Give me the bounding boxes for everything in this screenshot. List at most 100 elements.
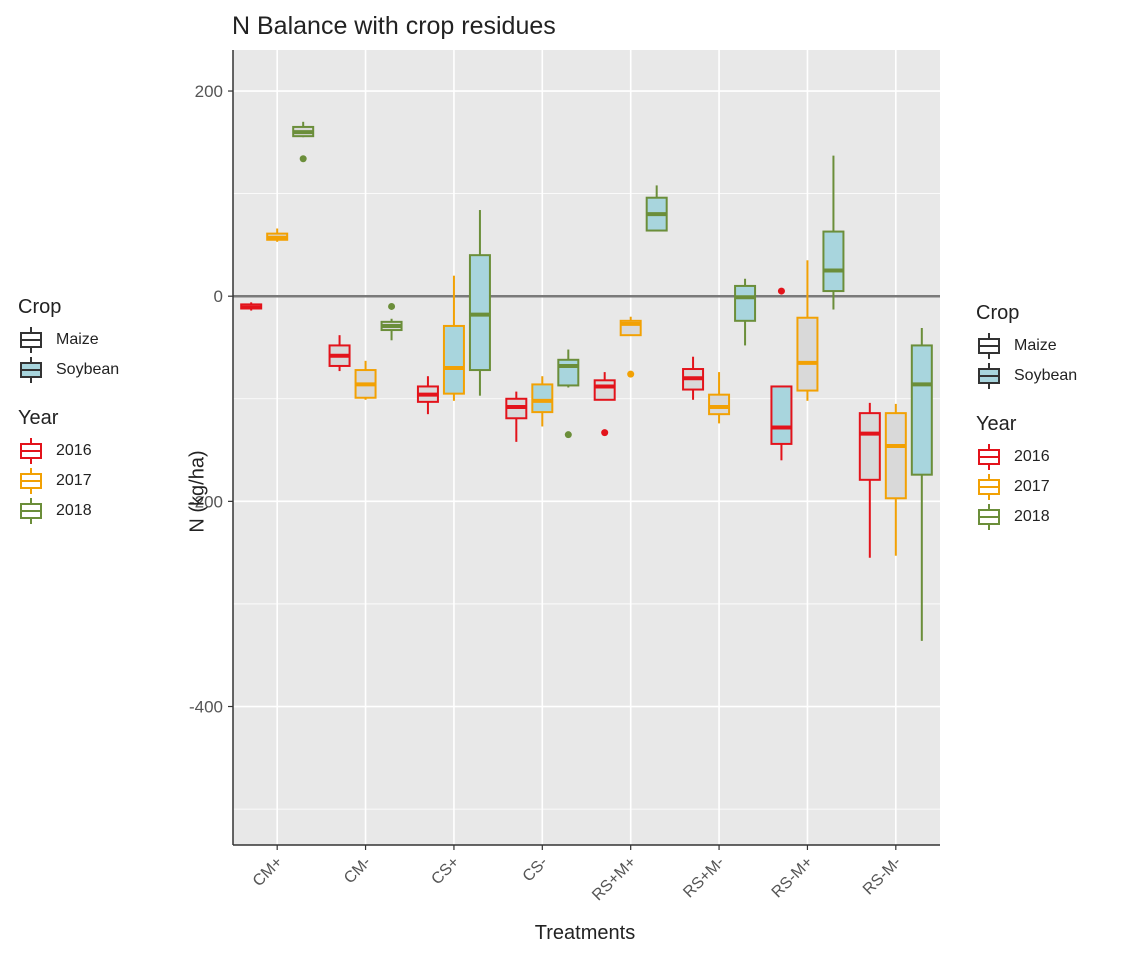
- box-iqr: [770, 385, 793, 445]
- box-RS-M--2016: [858, 402, 881, 558]
- legend-item-2017: 2017: [18, 466, 119, 496]
- legend-key-maize: [20, 327, 42, 353]
- legend-crop-title: Crop: [18, 296, 62, 318]
- box-CM--2018: [380, 302, 403, 341]
- box-iqr: [708, 393, 731, 416]
- x-tick-label: RS-M+: [769, 854, 817, 902]
- x-tick-label: CS-: [520, 854, 552, 886]
- box-CS+-2016: [416, 376, 439, 415]
- box-iqr: [442, 324, 465, 395]
- legend-item-soybean: Soybean: [18, 355, 119, 385]
- box-RS-M--2018: [910, 327, 933, 641]
- legend-label-soybean: Soybean: [1014, 367, 1078, 384]
- box-iqr: [468, 254, 491, 372]
- legend-right: Crop Maize Soybean Year 2016 2017 2018: [976, 302, 1077, 532]
- x-tick-label: RS+M+: [589, 854, 639, 904]
- y-tick-label: -400: [189, 698, 223, 717]
- x-axis-title: Treatments: [534, 922, 636, 944]
- box-CS+-2017: [442, 275, 465, 401]
- boxes: [240, 121, 933, 641]
- box-CM+-2018: [292, 121, 315, 163]
- box-iqr: [531, 383, 554, 414]
- x-tick-label: CS+: [428, 854, 462, 888]
- box-CM+-2017: [266, 228, 289, 242]
- legend-year-title: Year: [976, 413, 1017, 435]
- legend-label-2017: 2017: [56, 472, 92, 489]
- x-tick-label: RS-M-: [860, 854, 905, 899]
- legend-item-2018: 2018: [18, 496, 119, 526]
- box-RS+M+-2017: [619, 316, 642, 378]
- y-ticks: 200 0 -200 -400: [189, 82, 233, 717]
- outlier-point: [388, 302, 396, 310]
- legend-year-title: Year: [18, 407, 59, 429]
- legend-label-2016: 2016: [1014, 448, 1050, 465]
- x-tick-label: RS+M-: [680, 854, 728, 902]
- box-RS-M+-2016: [770, 287, 793, 461]
- box-iqr: [593, 379, 616, 401]
- legend-crop-title: Crop: [976, 302, 1020, 324]
- box-CM--2017: [354, 360, 377, 400]
- legend-key-2017: [978, 474, 1000, 500]
- box-CS--2017: [531, 376, 554, 427]
- legend-key-2018: [978, 504, 1000, 530]
- box-RS-M+-2018: [822, 155, 845, 310]
- box-RS-M--2017: [884, 403, 907, 556]
- legend-key-2016: [20, 438, 42, 464]
- legend-key-2016: [978, 444, 1000, 470]
- x-tick-label: CM-: [341, 854, 374, 887]
- box-iqr: [822, 230, 845, 293]
- box-iqr: [884, 412, 907, 500]
- box-iqr: [796, 316, 819, 392]
- legend-item-2017: 2017: [976, 472, 1077, 502]
- legend-item-maize: Maize: [976, 331, 1077, 361]
- legend-item-2018: 2018: [976, 502, 1077, 532]
- legend-item-2016: 2016: [18, 436, 119, 466]
- grid: [233, 50, 940, 845]
- box-RS+M--2017: [708, 372, 731, 424]
- box-iqr: [734, 284, 757, 322]
- outlier-point: [299, 155, 307, 163]
- legend-key-2018: [20, 498, 42, 524]
- box-CS+-2018: [468, 210, 491, 396]
- box-CS--2018: [557, 349, 580, 439]
- box-RS+M--2018: [734, 278, 757, 346]
- outlier-point: [777, 287, 785, 295]
- box-iqr: [910, 344, 933, 476]
- chart-title: N Balance with crop residues: [232, 12, 556, 40]
- x-tick-label: CM+: [250, 854, 286, 890]
- box-CM+-2016: [240, 302, 263, 311]
- legend-key-soybean: [20, 357, 42, 383]
- legend-item-2016: 2016: [976, 442, 1077, 472]
- y-tick-label: 0: [214, 287, 223, 306]
- legend-item-maize: Maize: [18, 325, 119, 355]
- y-tick-label: -200: [189, 492, 223, 511]
- plot-panel: [233, 50, 940, 845]
- box-RS+M+-2018: [645, 185, 668, 232]
- legend-label-soybean: Soybean: [56, 361, 120, 378]
- y-axis-title: N (kg/ha): [186, 450, 209, 533]
- legend-label-2016: 2016: [56, 442, 92, 459]
- box-RS+M--2016: [682, 356, 705, 400]
- x-ticks: CM+ CM- CS+ CS- RS+M+ RS+M- RS-M+ RS-M-: [250, 845, 905, 904]
- outlier-point: [627, 370, 635, 378]
- outlier-point: [601, 429, 609, 437]
- legend-left: Crop Maize Soybean Year 2016 2017 2018: [18, 296, 119, 526]
- legend-label-2018: 2018: [56, 502, 92, 519]
- legend-item-soybean: Soybean: [976, 361, 1077, 391]
- box-CM--2016: [328, 335, 351, 372]
- legend-label-2018: 2018: [1014, 508, 1050, 525]
- legend-key-soybean: [978, 363, 1000, 389]
- y-tick-label: 200: [195, 82, 223, 101]
- legend-key-maize: [978, 333, 1000, 359]
- legend-key-2017: [20, 468, 42, 494]
- legend-label-maize: Maize: [56, 331, 99, 348]
- box-RS+M+-2016: [593, 372, 616, 437]
- box-iqr: [858, 412, 881, 481]
- box-RS-M+-2017: [796, 260, 819, 401]
- box-iqr: [557, 358, 580, 387]
- box-CS--2016: [505, 391, 528, 442]
- outlier-point: [564, 431, 572, 439]
- legend-label-maize: Maize: [1014, 337, 1057, 354]
- legend-label-2017: 2017: [1014, 478, 1050, 495]
